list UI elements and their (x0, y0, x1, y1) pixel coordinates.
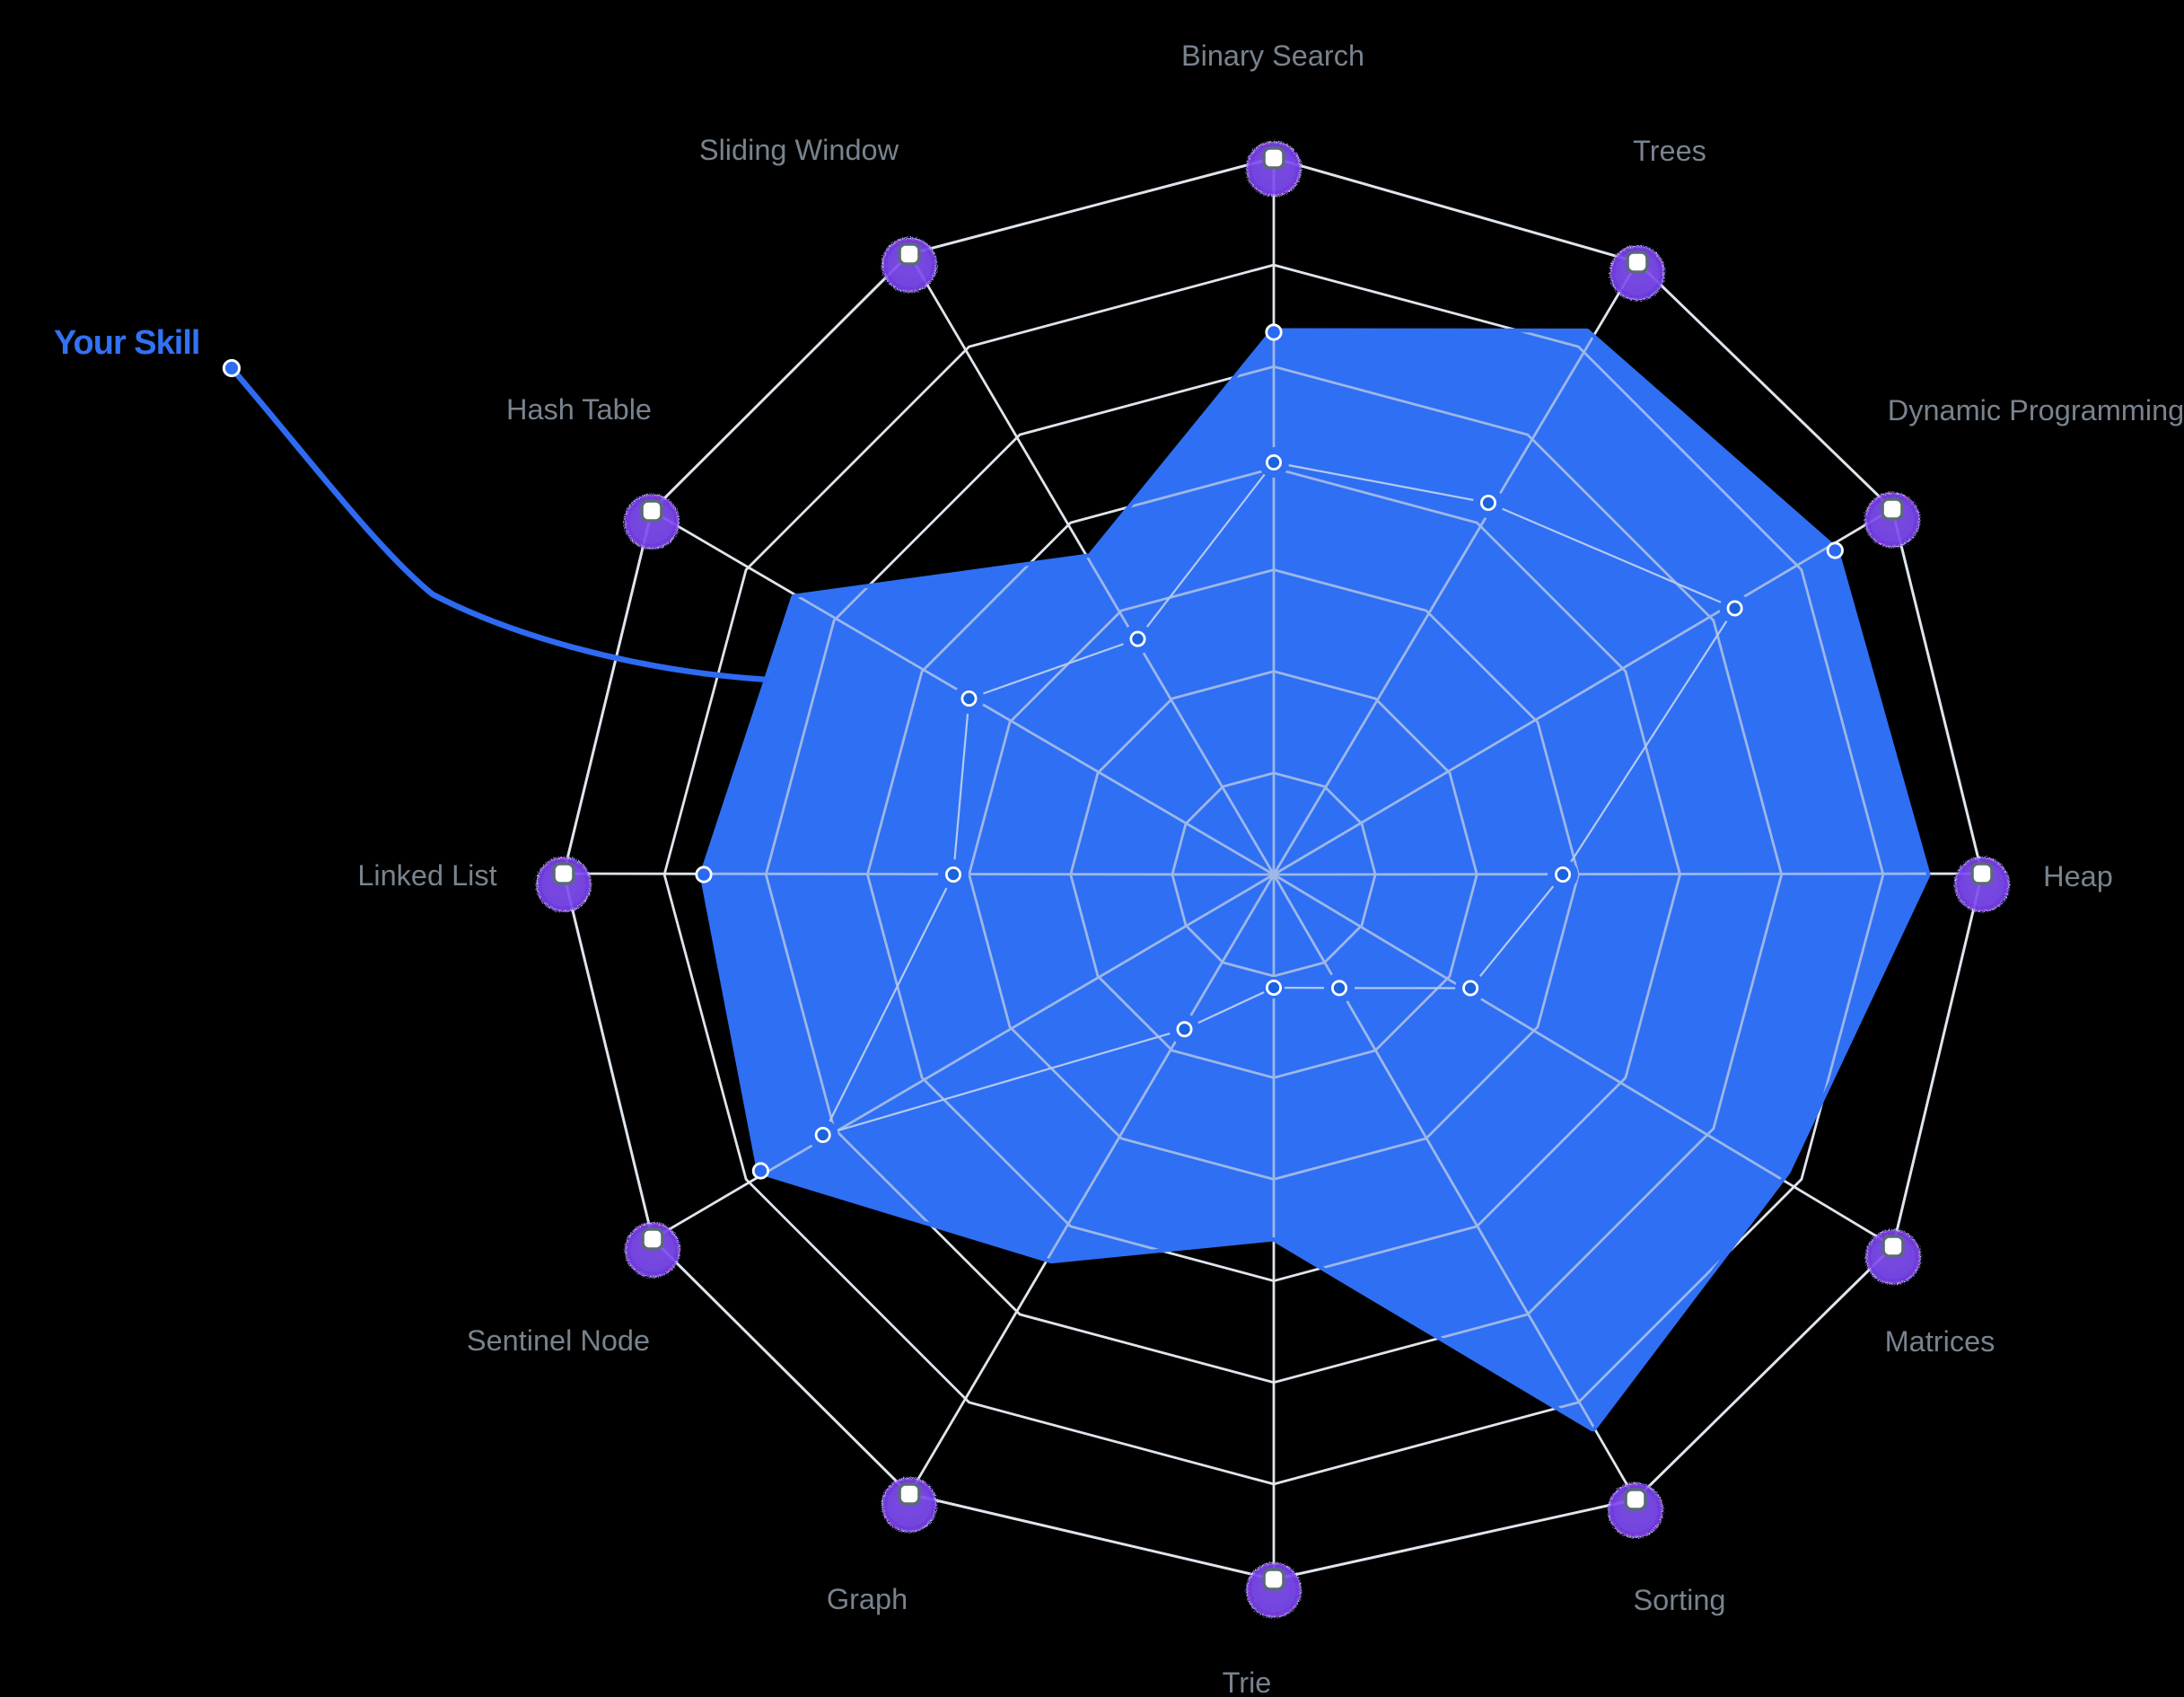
svg-text:Trees: Trees (1633, 135, 1706, 167)
svg-text:Binary Search: Binary Search (1181, 40, 1364, 72)
svg-text:Matrices: Matrices (1885, 1325, 1995, 1358)
svg-text:Sliding Window: Sliding Window (699, 134, 899, 166)
svg-text:Sentinel Node: Sentinel Node (467, 1324, 650, 1357)
svg-text:Trie: Trie (1223, 1666, 1272, 1697)
svg-text:Dynamic Programming: Dynamic Programming (1888, 394, 2184, 426)
svg-text:Graph: Graph (827, 1583, 908, 1615)
svg-text:Your Skill: Your Skill (54, 324, 199, 362)
svg-text:Hash Table: Hash Table (506, 393, 652, 426)
svg-text:Heap: Heap (2043, 860, 2113, 892)
svg-text:Sorting: Sorting (1634, 1584, 1726, 1616)
svg-text:Linked List: Linked List (357, 859, 496, 892)
